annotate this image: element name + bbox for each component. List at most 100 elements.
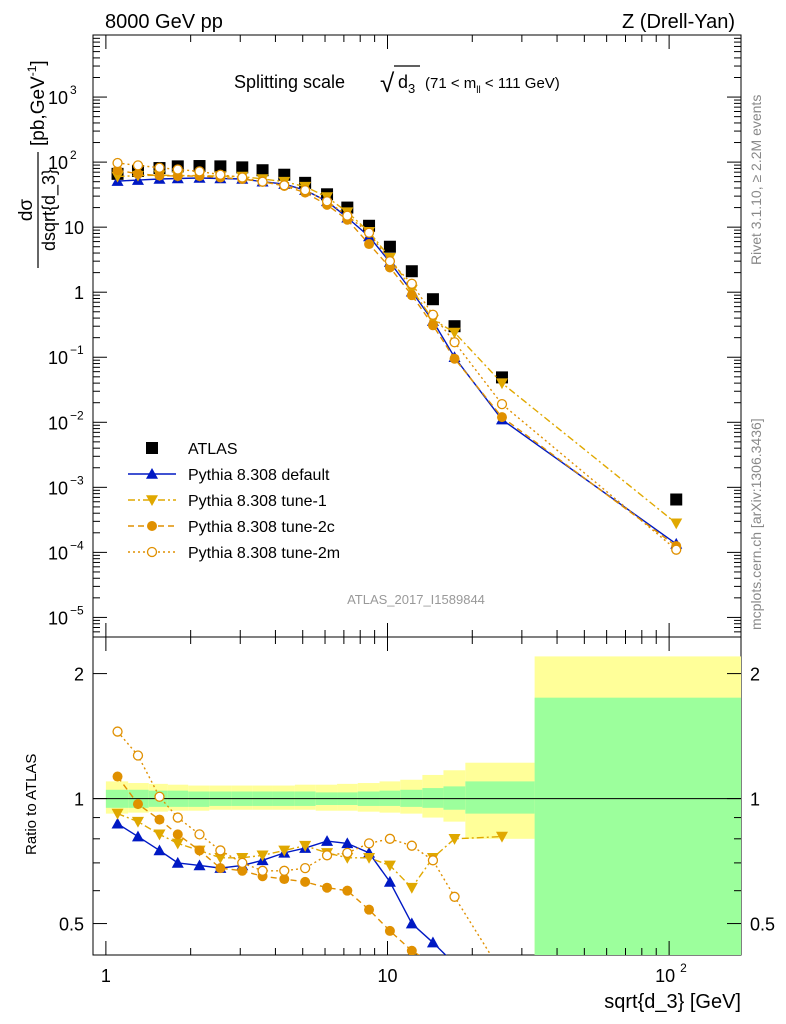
ratio-data-point <box>406 840 417 851</box>
data-point <box>406 278 417 289</box>
ratio-tick-label: 0.5 <box>59 915 84 935</box>
data-point <box>448 327 461 339</box>
ratio-data-point <box>406 945 417 955</box>
ratio-data-point <box>497 969 506 978</box>
y-tick-label: 10 <box>48 88 68 108</box>
ratio-data-point <box>237 857 248 869</box>
data-point <box>172 164 183 175</box>
data-point <box>257 176 268 187</box>
ratio-tick-label-right: 2 <box>750 665 760 685</box>
y-tick-label: 10 <box>48 608 68 628</box>
data-point <box>495 378 508 390</box>
legend-label: Pythia 8.308 tune-2m <box>188 545 340 562</box>
band-stat-bin <box>465 781 535 814</box>
legend-item: Pythia 8.308 tune-2c <box>128 519 335 536</box>
ratio-data-point <box>153 844 166 856</box>
data-point <box>363 227 375 238</box>
legend-label: Pythia 8.308 tune-1 <box>188 493 327 510</box>
title-range: (71 < mll < 111 GeV) <box>425 75 560 96</box>
ratio-tick-label-right: 1 <box>750 790 760 810</box>
data-point <box>154 170 165 181</box>
ratio-data-point <box>342 847 353 859</box>
y-tick-label-exponent: 2 <box>70 148 77 162</box>
main-series-layer <box>111 157 683 555</box>
title-range-head: (71 < m <box>425 75 476 92</box>
ratio-data-point <box>322 882 333 893</box>
ratio-data-point <box>194 829 205 840</box>
legend-marker <box>146 495 158 506</box>
ratio-tick-label: 1 <box>74 790 84 810</box>
y-tick-label: 10 <box>64 218 84 238</box>
ratio-data-point <box>215 845 226 856</box>
ratio-series-pythia-8-308-tune-2c <box>112 771 421 955</box>
legend-item: ATLAS <box>146 441 238 458</box>
x-tick-label: 10 <box>655 966 675 986</box>
ratio-data-point <box>132 750 144 761</box>
data-point <box>405 265 418 278</box>
ratio-data-point <box>171 838 184 850</box>
x-tick-label-exponent: 2 <box>680 961 687 975</box>
legend-item: Pythia 8.308 default <box>128 467 330 484</box>
header-right: Z (Drell-Yan) <box>622 11 735 33</box>
y-tick-label: 1 <box>74 283 84 303</box>
title-var-base: d <box>398 72 408 92</box>
title-sqrt-symbol: √ <box>380 68 395 98</box>
ratio-data-point <box>279 865 290 876</box>
y-tick-label-exponent: −4 <box>70 538 84 552</box>
mcplots-label: mcplots.cern.ch [arXiv:1306.3436] <box>748 418 764 630</box>
ratio-data-point <box>364 904 375 915</box>
ratio-tick-label-right: 0.5 <box>750 915 775 935</box>
y-tick-label-exponent: −3 <box>70 473 84 487</box>
data-point <box>496 412 507 423</box>
rivet-label: Rivet 3.1.10, ≥ 2.2M events <box>748 95 764 265</box>
ratio-data-point <box>427 855 439 866</box>
ratio-data-point <box>112 726 123 737</box>
ratio-data-point <box>194 845 205 856</box>
ratio-series-pythia-8-308-tune-2m <box>112 726 506 978</box>
ratio-data-point <box>214 853 227 864</box>
data-point <box>449 353 460 364</box>
data-point <box>132 168 143 179</box>
ratio-uncertainty-bands <box>105 656 741 955</box>
ratio-data-point <box>363 838 375 849</box>
ratio-data-point <box>278 845 291 857</box>
ratio-data-point <box>153 829 166 841</box>
ratio-data-point <box>154 791 165 802</box>
data-point <box>364 239 375 250</box>
ratio-data-point <box>154 814 165 825</box>
data-point <box>384 256 396 267</box>
ratio-data-point <box>384 925 395 936</box>
series-line <box>117 162 677 551</box>
y-tick-label: 10 <box>48 413 68 433</box>
title-range-tail: < 111 GeV) <box>481 75 560 92</box>
title-main: Splitting scale <box>234 72 345 92</box>
ratio-data-point <box>321 850 333 861</box>
data-point <box>236 161 249 174</box>
legend-label: Pythia 8.308 default <box>188 467 330 484</box>
data-point <box>670 518 683 530</box>
ratio-data-point <box>111 808 124 820</box>
ratio-data-point <box>111 817 124 829</box>
ratio-series-layer <box>111 726 508 978</box>
data-point <box>215 169 226 180</box>
ratio-data-point <box>131 816 144 828</box>
legend-item: Pythia 8.308 tune-2m <box>128 545 340 562</box>
data-point <box>279 180 290 191</box>
data-point <box>671 544 682 555</box>
ratio-data-point <box>384 833 396 844</box>
ratio-data-point <box>172 812 183 823</box>
y-tick-label: 10 <box>48 348 68 368</box>
data-point <box>427 309 439 320</box>
ylabel-main-unit-head: [pb,GeV <box>28 76 49 146</box>
ratio-data-point <box>341 837 354 849</box>
plot-title: Splitting scale √ d3 (71 < mll < 111 GeV… <box>234 65 560 98</box>
ratio-data-point <box>383 875 396 887</box>
data-point <box>112 157 123 169</box>
series-pythia-8-308-tune-2m <box>112 157 682 555</box>
ratio-axes: 1 10 10 2 0.5 0.5 1 1 2 2 <box>59 637 775 986</box>
data-point <box>132 160 144 171</box>
legend-marker <box>146 468 158 479</box>
ratio-data-point <box>299 840 312 852</box>
ratio-data-point <box>383 860 396 872</box>
